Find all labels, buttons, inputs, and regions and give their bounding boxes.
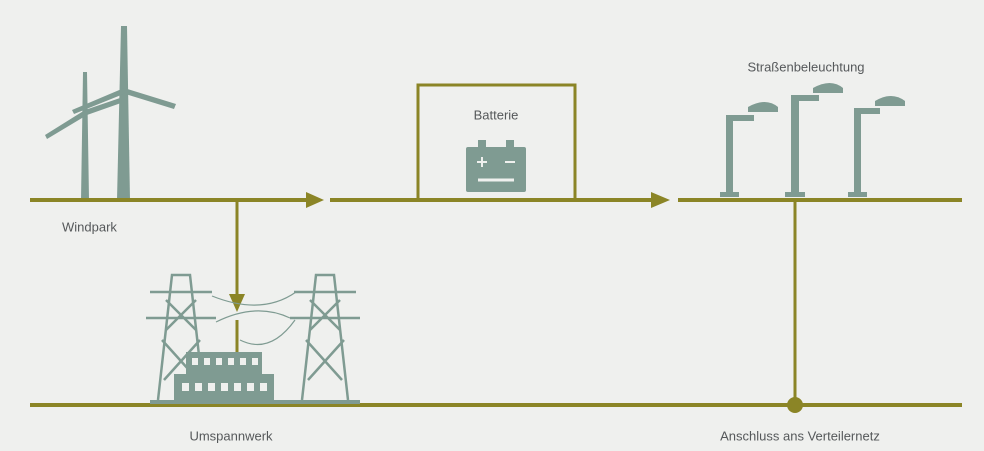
label: Umspannwerk xyxy=(189,428,273,443)
diagram: Windpark Batterie Straßenbeleuchtung Ums… xyxy=(0,0,984,451)
battery-icon xyxy=(466,140,526,192)
label: Batterie xyxy=(474,107,519,122)
label: Windpark xyxy=(62,219,117,234)
label: Straßenbeleuchtung xyxy=(747,59,864,74)
label: Anschluss ans Verteilernetz xyxy=(720,428,880,443)
